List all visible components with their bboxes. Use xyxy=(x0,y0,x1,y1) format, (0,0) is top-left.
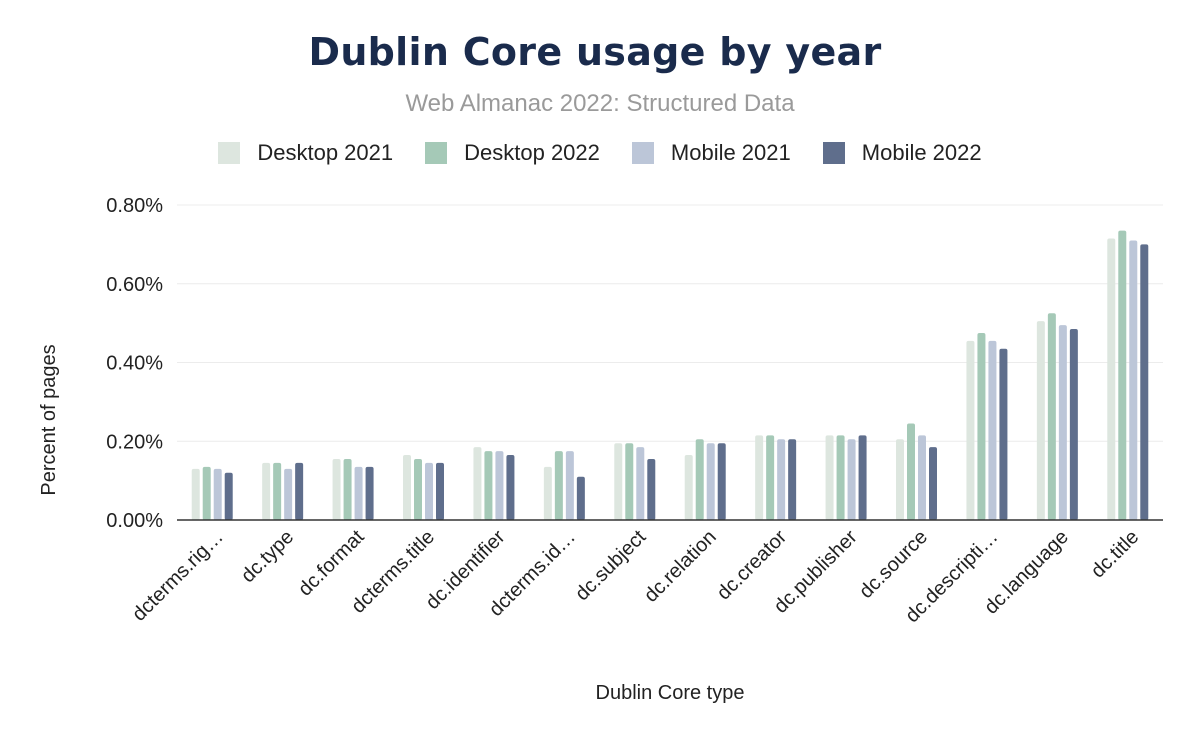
bar[interactable] xyxy=(1129,240,1138,520)
bar[interactable] xyxy=(1058,325,1067,520)
chart-subtitle: Web Almanac 2022: Structured Data xyxy=(405,90,795,117)
x-tick-label: dc.type xyxy=(237,526,298,587)
bar[interactable] xyxy=(1118,230,1127,520)
bar[interactable] xyxy=(1069,329,1078,520)
bar[interactable] xyxy=(825,435,834,520)
bar[interactable] xyxy=(918,435,926,520)
bar[interactable] xyxy=(684,455,693,520)
bar[interactable] xyxy=(332,458,341,520)
bar[interactable] xyxy=(484,451,493,520)
bar[interactable] xyxy=(1107,238,1116,520)
bar[interactable] xyxy=(706,443,715,520)
x-tick-label: dcterms.rig… xyxy=(128,526,228,626)
bar[interactable] xyxy=(506,455,515,520)
legend-label: Desktop 2021 xyxy=(257,140,394,165)
legend-item[interactable]: Desktop 2021 xyxy=(218,140,393,166)
bar[interactable] xyxy=(614,443,623,520)
x-tick-label: dc.format xyxy=(294,526,369,601)
legend-item[interactable]: Mobile 2022 xyxy=(822,140,982,166)
chart-title: Dublin Core usage by year xyxy=(308,30,882,74)
legend-item[interactable]: Mobile 2021 xyxy=(631,140,791,166)
y-tick-label: 0.40% xyxy=(106,353,163,375)
y-tick-label: 0.00% xyxy=(106,510,163,532)
legend-label: Mobile 2022 xyxy=(861,140,982,165)
bar[interactable] xyxy=(554,451,563,520)
legend-swatch xyxy=(631,142,654,164)
bar[interactable] xyxy=(473,447,482,520)
bar[interactable] xyxy=(1047,313,1056,520)
bar[interactable] xyxy=(755,435,764,520)
bar[interactable] xyxy=(343,458,352,520)
x-tick-label: dc.title xyxy=(1087,526,1143,582)
x-tick-label: dc.subject xyxy=(571,526,651,606)
bar[interactable] xyxy=(202,466,211,520)
bar[interactable] xyxy=(836,435,845,520)
bar[interactable] xyxy=(365,466,374,520)
y-tick-label: 0.20% xyxy=(106,431,163,453)
bar[interactable] xyxy=(766,435,775,520)
bar[interactable] xyxy=(999,348,1008,520)
bar[interactable] xyxy=(907,423,915,520)
legend-label: Mobile 2021 xyxy=(670,140,791,165)
bar[interactable] xyxy=(1036,321,1045,520)
bar[interactable] xyxy=(414,458,422,520)
bar[interactable] xyxy=(354,466,363,520)
bar[interactable] xyxy=(565,451,574,520)
bar[interactable] xyxy=(191,468,200,520)
bar[interactable] xyxy=(262,462,271,520)
bar[interactable] xyxy=(436,462,444,520)
legend-swatch xyxy=(218,142,241,164)
bar[interactable] xyxy=(213,468,222,520)
bar[interactable] xyxy=(788,439,797,520)
bar[interactable] xyxy=(988,340,997,520)
bar[interactable] xyxy=(403,455,411,520)
legend-label: Desktop 2022 xyxy=(464,140,600,165)
bar[interactable] xyxy=(858,435,867,520)
bar[interactable] xyxy=(273,462,282,520)
bar[interactable] xyxy=(647,458,656,520)
bar[interactable] xyxy=(929,447,937,520)
bar[interactable] xyxy=(295,462,304,520)
x-axis-title: Dublin Core type xyxy=(596,682,745,704)
x-tick-label: dc.relation xyxy=(640,526,721,607)
legend-swatch xyxy=(822,142,845,164)
bar[interactable] xyxy=(966,340,975,520)
legend-item[interactable]: Desktop 2022 xyxy=(425,140,600,166)
bar[interactable] xyxy=(425,462,433,520)
bar[interactable] xyxy=(284,468,293,520)
bar[interactable] xyxy=(576,476,585,520)
bar[interactable] xyxy=(977,332,986,520)
bar[interactable] xyxy=(777,439,786,520)
bar[interactable] xyxy=(625,443,634,520)
legend: Desktop 2021 Desktop 2022 Mobile 2021 Mobil… xyxy=(0,140,1200,166)
bar[interactable] xyxy=(1140,244,1149,520)
legend-swatch xyxy=(425,142,448,164)
bar[interactable] xyxy=(543,466,552,520)
bar[interactable] xyxy=(717,443,726,520)
y-tick-label: 0.80% xyxy=(106,195,163,217)
bar[interactable] xyxy=(495,451,504,520)
bar[interactable] xyxy=(636,447,645,520)
bar[interactable] xyxy=(224,472,233,520)
y-axis-title: Percent of pages xyxy=(38,344,60,495)
bar[interactable] xyxy=(847,439,856,520)
bar[interactable] xyxy=(695,439,704,520)
bar[interactable] xyxy=(896,439,904,520)
y-tick-label: 0.60% xyxy=(106,274,163,296)
